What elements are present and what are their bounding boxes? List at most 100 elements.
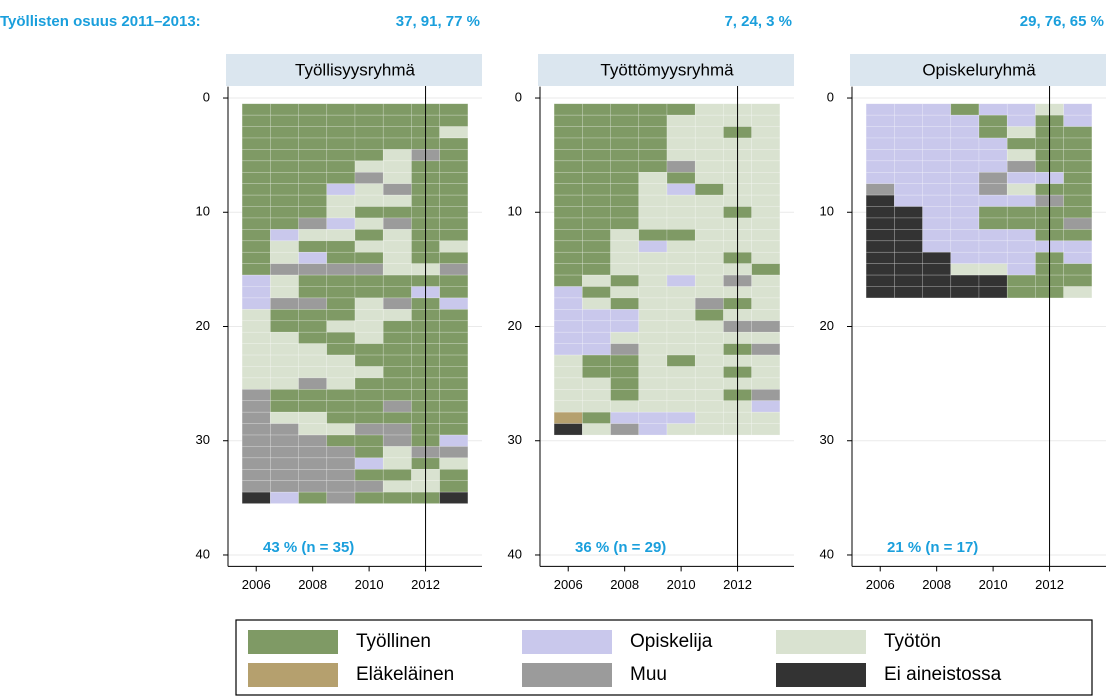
- sequence-cell: [694, 160, 724, 173]
- legend-swatch: [522, 663, 612, 687]
- sequence-cell: [694, 183, 724, 196]
- sequence-cell: [694, 400, 724, 413]
- sequence-cell: [950, 229, 980, 242]
- sequence-cell: [1063, 217, 1093, 230]
- sequence-cell: [894, 171, 923, 185]
- sequence-cell: [865, 263, 895, 276]
- sequence-cell: [666, 331, 696, 344]
- sequence-cell: [241, 457, 271, 470]
- sequence-cell: [922, 137, 952, 150]
- sequence-cell: [582, 411, 611, 424]
- sequence-cell: [354, 343, 384, 356]
- sequence-cell: [894, 160, 923, 173]
- sequence-cell: [382, 183, 412, 196]
- y-tick-label: 40: [196, 546, 210, 561]
- sequence-cell: [382, 286, 412, 299]
- sequence-cell: [1063, 274, 1093, 287]
- sequence-cell: [270, 366, 299, 379]
- sequence-cell: [751, 411, 781, 424]
- sequence-cell: [610, 286, 640, 299]
- sequence-cell: [270, 491, 299, 504]
- sequence-cell: [865, 171, 895, 185]
- sequence-cell: [694, 343, 724, 356]
- sequence-cell: [382, 434, 412, 447]
- sequence-cell: [582, 114, 611, 127]
- sequence-cell: [241, 251, 271, 264]
- sequence-cell: [382, 149, 412, 162]
- sequence-cell: [694, 274, 724, 287]
- sequence-cell: [326, 251, 356, 264]
- sequence-cell: [326, 343, 356, 356]
- sequence-cell: [610, 331, 640, 344]
- sequence-cell: [950, 137, 980, 150]
- sequence-cell: [553, 263, 583, 276]
- sequence-cell: [610, 160, 640, 173]
- sequence-cell: [1006, 183, 1036, 196]
- sequence-cell: [326, 286, 356, 299]
- sequence-cell: [439, 309, 469, 322]
- sequence-cell: [894, 286, 923, 299]
- sequence-cell: [298, 263, 328, 276]
- sequence-cell: [1006, 286, 1036, 299]
- sequence-cell: [950, 240, 980, 253]
- sequence-cell: [439, 206, 469, 219]
- y-tick-label: 20: [508, 318, 522, 333]
- sequence-cell: [751, 377, 781, 390]
- sequence-cell: [865, 229, 895, 242]
- sequence-cell: [582, 137, 611, 150]
- y-tick-label: 20: [196, 318, 210, 333]
- sequence-cell: [270, 286, 299, 299]
- sequence-cell: [270, 411, 299, 424]
- sequence-cell: [326, 400, 356, 413]
- sequence-cell: [1063, 251, 1093, 264]
- sequence-cell: [751, 251, 781, 264]
- y-tick-label: 0: [827, 89, 834, 104]
- sequence-cell: [978, 126, 1008, 139]
- sequence-cell: [694, 389, 724, 402]
- sequence-cell: [553, 137, 583, 150]
- sequence-cell: [439, 240, 469, 253]
- sequence-cell: [922, 160, 952, 173]
- sequence-cell: [894, 240, 923, 253]
- sequence-cell: [666, 251, 696, 264]
- sequence-cell: [978, 183, 1008, 196]
- sequence-cell: [894, 229, 923, 242]
- sequence-cell: [326, 126, 356, 139]
- sequence-cell: [694, 331, 724, 344]
- sequence-cell: [354, 103, 384, 116]
- sequence-cell: [439, 149, 469, 162]
- sequence-cell: [610, 354, 640, 367]
- sequence-cell: [694, 377, 724, 390]
- sequence-cell: [298, 468, 328, 482]
- sequence-cell: [382, 126, 412, 139]
- sequence-cell: [978, 251, 1008, 264]
- sequence-cell: [582, 400, 611, 413]
- sequence-cell: [354, 263, 384, 276]
- sequence-cell: [610, 377, 640, 390]
- sequence-cell: [865, 149, 895, 162]
- sequence-cell: [326, 171, 356, 185]
- sequence-cell: [1006, 194, 1036, 207]
- sequence-cell: [638, 423, 668, 436]
- sequence-cell: [270, 468, 299, 482]
- sequence-cell: [382, 274, 412, 287]
- sequence-cell: [298, 331, 328, 344]
- sequence-cell: [553, 251, 583, 264]
- sequence-cell: [298, 491, 328, 504]
- sequence-cell: [666, 206, 696, 219]
- sequence-cell: [1063, 286, 1093, 299]
- sequence-cell: [865, 126, 895, 139]
- sequence-cell: [894, 263, 923, 276]
- sequence-cell: [326, 331, 356, 344]
- sequence-cell: [751, 286, 781, 299]
- sequence-cell: [1006, 126, 1036, 139]
- panel-title: Työllisyysryhmä: [295, 60, 416, 79]
- sequence-cell: [270, 354, 299, 367]
- sequence-cell: [582, 286, 611, 299]
- sequence-cell: [270, 263, 299, 276]
- sequence-cell: [382, 343, 412, 356]
- sequence-cell: [610, 114, 640, 127]
- sequence-cell: [694, 137, 724, 150]
- sequence-cell: [638, 331, 668, 344]
- sequence-cell: [950, 274, 980, 287]
